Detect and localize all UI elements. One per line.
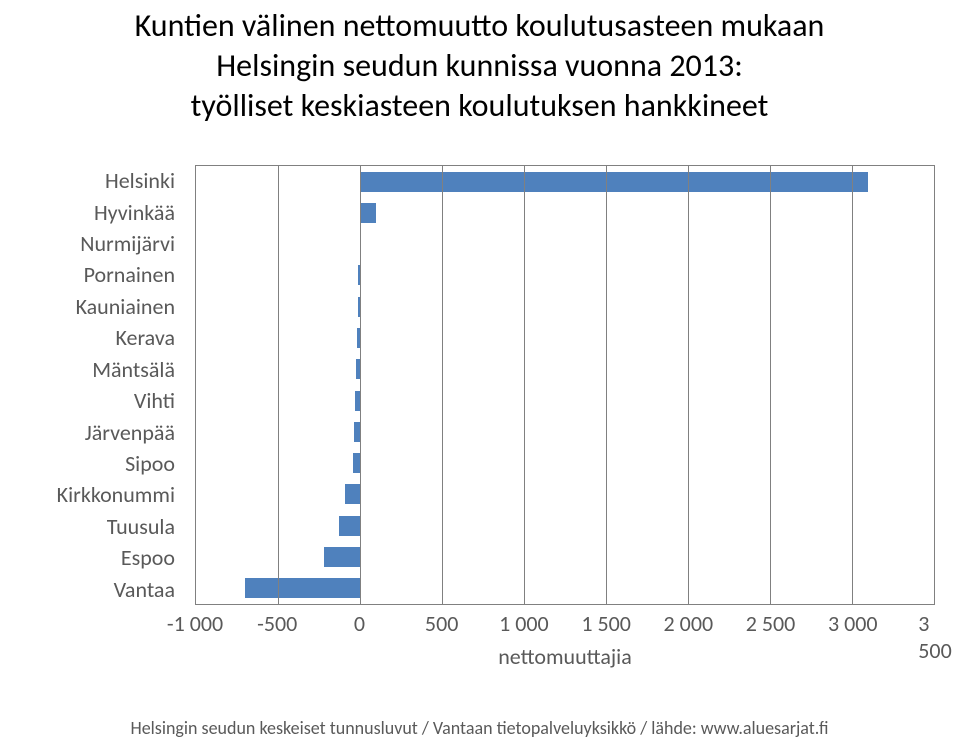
chart-title: Kuntien välinen nettomuutto koulutusaste… [0, 0, 959, 126]
gridline [852, 166, 853, 604]
y-axis-label: Pornainen [0, 259, 185, 290]
bar-row [196, 166, 934, 197]
gridline [442, 166, 443, 604]
bar-row [196, 229, 934, 260]
gridline [360, 166, 361, 604]
bar [245, 578, 360, 598]
bar-row [196, 385, 934, 416]
x-axis-tick-label: 1 500 [581, 610, 631, 637]
bar-row [196, 322, 934, 353]
gridline [770, 166, 771, 604]
x-axis-tick-label: 0 [354, 610, 365, 637]
bar [339, 516, 360, 536]
title-line-1: Kuntien välinen nettomuutto koulutusaste… [135, 6, 825, 45]
y-axis-label: Tuusula [0, 511, 185, 542]
bar [324, 547, 360, 567]
bars-container [196, 166, 934, 604]
bar-row [196, 197, 934, 228]
x-axis-tick-label: 2 000 [664, 610, 714, 637]
gridline [606, 166, 607, 604]
page: Kuntien välinen nettomuutto koulutusaste… [0, 0, 959, 749]
x-axis-title: nettomuuttajia [195, 643, 935, 670]
y-axis-label: Mäntsälä [0, 354, 185, 385]
bar-row [196, 479, 934, 510]
bar-row [196, 541, 934, 572]
x-axis-labels: -1 000-50005001 0001 5002 0002 5003 0003… [195, 610, 935, 638]
title-line-3: työlliset keskiasteen koulutuksen hankki… [191, 86, 769, 125]
y-axis-label: Vihti [0, 385, 185, 416]
y-axis-labels: HelsinkiHyvinkääNurmijärviPornainenKauni… [0, 165, 185, 605]
x-axis-tick-label: 2 500 [746, 610, 796, 637]
chart-area: HelsinkiHyvinkääNurmijärviPornainenKauni… [0, 165, 959, 670]
y-axis-label: Järvenpää [0, 416, 185, 447]
gridline [278, 166, 279, 604]
y-axis-label: Nurmijärvi [0, 228, 185, 259]
bar-row [196, 573, 934, 604]
x-axis-tick-label: 1 000 [499, 610, 549, 637]
y-axis-label: Hyvinkää [0, 196, 185, 227]
bar-row [196, 354, 934, 385]
plot-area [195, 165, 935, 605]
gridline [688, 166, 689, 604]
y-axis-label: Vantaa [0, 573, 185, 604]
x-axis-tick-label: -1 000 [167, 610, 223, 637]
y-axis-label: Kirkkonummi [0, 479, 185, 510]
bar [360, 203, 376, 223]
y-axis-label: Kauniainen [0, 291, 185, 322]
bar-row [196, 260, 934, 291]
x-axis-tick-label: 500 [425, 610, 458, 637]
y-axis-label: Helsinki [0, 165, 185, 196]
bar-row [196, 448, 934, 479]
title-line-2: Helsingin seudun kunnissa vuonna 2013: [216, 46, 743, 85]
bar-row [196, 291, 934, 322]
gridline [524, 166, 525, 604]
footer-text: Helsingin seudun keskeiset tunnusluvut /… [0, 717, 959, 739]
bar [360, 172, 868, 192]
x-axis-tick-label: -500 [257, 610, 297, 637]
bar-row [196, 510, 934, 541]
y-axis-label: Kerava [0, 322, 185, 353]
y-axis-label: Espoo [0, 542, 185, 573]
x-axis-tick-label: 3 000 [828, 610, 878, 637]
bar [353, 453, 360, 473]
y-axis-label: Sipoo [0, 448, 185, 479]
bar [345, 484, 360, 504]
bar-row [196, 416, 934, 447]
